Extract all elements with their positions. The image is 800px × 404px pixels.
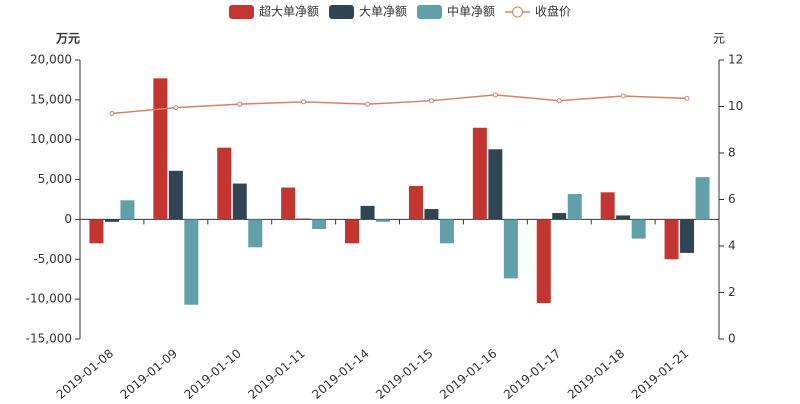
bar [536, 219, 551, 304]
line-point [556, 98, 562, 104]
line-point [492, 92, 498, 98]
bar [503, 219, 518, 279]
line-point [109, 110, 115, 116]
bar [680, 219, 695, 253]
bar [408, 185, 423, 220]
bar [345, 219, 360, 244]
bar [567, 193, 582, 220]
bar [664, 219, 679, 260]
legend-label: 收盘价 [535, 4, 571, 19]
bar [376, 219, 391, 222]
line [111, 94, 688, 115]
y-tick-label: 5,000 [38, 172, 72, 186]
legend-swatch [228, 5, 254, 19]
x-tick-label: 2019-01-08 [54, 346, 116, 400]
y2-tick-label: 8 [728, 146, 736, 160]
legend-item[interactable]: 大单净额 [328, 5, 407, 20]
line-point [301, 99, 307, 105]
y-tick-label: -15,000 [26, 332, 72, 346]
y-tick-label: 20,000 [30, 53, 72, 67]
bar [360, 205, 375, 220]
x-tick-label: 2019-01-09 [118, 346, 180, 400]
bar [631, 219, 646, 239]
bar [600, 192, 615, 220]
legend-label: 超大单净额 [259, 4, 319, 19]
line-point [620, 93, 626, 99]
bar [281, 187, 296, 220]
legend-label: 中单净额 [447, 4, 495, 19]
bar [184, 219, 199, 305]
x-tick-label: 2019-01-14 [309, 346, 371, 400]
legend-item[interactable]: 收盘价 [505, 4, 571, 19]
y-tick-label: 10,000 [30, 132, 72, 146]
bar [695, 177, 710, 220]
legend-item[interactable]: 超大单净额 [228, 4, 319, 20]
bar [488, 149, 503, 220]
x-tick-label: 2019-01-11 [245, 346, 307, 400]
x-tick-label: 2019-01-16 [437, 346, 499, 400]
bar [616, 215, 631, 220]
bar [104, 219, 119, 222]
legend-swatch [417, 5, 442, 19]
bar [472, 127, 487, 220]
x-tick-label: 2019-01-15 [373, 346, 435, 400]
bar [248, 219, 263, 248]
y-tick-label: -5,000 [33, 252, 72, 266]
x-tick-label: 2019-01-10 [181, 346, 243, 400]
y2-tick-label: 2 [728, 285, 736, 299]
line-point [237, 101, 243, 107]
y-tick-label: -10,000 [26, 292, 72, 306]
line-point [365, 101, 371, 107]
y2-tick-label: 6 [728, 192, 736, 206]
bar [232, 183, 247, 220]
line-point [684, 95, 690, 101]
y2-tick-label: 10 [728, 99, 743, 113]
y2-tick-label: 4 [728, 239, 736, 253]
line-point [173, 105, 179, 111]
bar [120, 200, 135, 220]
bar [312, 219, 327, 229]
bar [424, 209, 439, 220]
y2-tick-label: 12 [728, 53, 743, 67]
y-tick-label: 15,000 [30, 92, 72, 106]
legend-swatch [328, 5, 354, 19]
bar [168, 170, 183, 220]
legend: 超大单净额 大单净额 中单净额 收盘价 [228, 4, 571, 20]
legend-item[interactable]: 中单净额 [417, 4, 495, 20]
x-tick-label: 2019-01-18 [565, 346, 627, 400]
y2-axis-label: 元 [713, 32, 725, 46]
y2-tick-label: 0 [728, 332, 736, 346]
y-tick-label: 0 [64, 212, 72, 226]
bar [89, 219, 104, 244]
legend-label: 大单净额 [359, 5, 407, 19]
x-tick-label: 2019-01-17 [501, 346, 563, 400]
bar [153, 78, 168, 220]
legend-swatch [512, 6, 524, 18]
bar [552, 213, 567, 220]
bar [217, 147, 232, 220]
line-point [428, 98, 434, 104]
bar [439, 219, 454, 244]
bar [296, 218, 311, 220]
x-tick-label: 2019-01-21 [629, 346, 691, 400]
y-axis-label: 万元 [55, 32, 80, 46]
